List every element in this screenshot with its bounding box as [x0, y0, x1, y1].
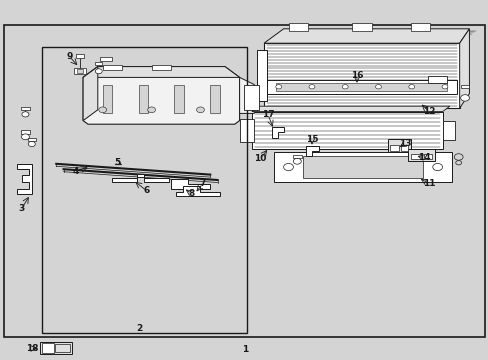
Bar [55, 344, 70, 352]
Bar [40, 342, 72, 354]
Polygon shape [239, 77, 254, 113]
Bar [442, 121, 454, 140]
Bar [389, 145, 398, 151]
Bar [138, 85, 148, 113]
Bar [210, 85, 220, 113]
Bar [400, 145, 407, 151]
Bar [427, 76, 447, 83]
Text: 14: 14 [417, 153, 430, 162]
Text: 17: 17 [261, 110, 274, 119]
Circle shape [293, 158, 301, 164]
Bar [77, 69, 82, 73]
Bar [303, 156, 422, 178]
Bar [292, 155, 301, 158]
Text: 16: 16 [350, 71, 363, 80]
Polygon shape [17, 164, 32, 194]
Text: 13: 13 [398, 139, 410, 148]
Bar [41, 343, 54, 353]
Bar [21, 107, 30, 110]
Circle shape [308, 85, 314, 89]
Polygon shape [251, 106, 449, 112]
Bar [387, 139, 410, 152]
Text: 18: 18 [25, 344, 38, 353]
Bar [423, 154, 431, 159]
Text: 10: 10 [254, 154, 266, 163]
Bar [407, 149, 434, 161]
Circle shape [275, 85, 281, 89]
Text: 15: 15 [305, 135, 318, 144]
Bar [100, 57, 112, 61]
Bar [74, 68, 85, 74]
Text: 8: 8 [188, 189, 194, 198]
Text: 12: 12 [422, 107, 435, 116]
Text: 7: 7 [199, 179, 206, 188]
Bar [288, 23, 307, 31]
Text: 3: 3 [19, 204, 24, 213]
Text: 9: 9 [66, 52, 73, 61]
Circle shape [342, 85, 347, 89]
Bar [28, 138, 36, 141]
Bar [102, 65, 122, 70]
Bar [251, 112, 442, 149]
Bar [266, 80, 456, 94]
Polygon shape [83, 67, 239, 124]
Bar [276, 83, 447, 91]
Circle shape [22, 112, 29, 117]
Bar [41, 47, 246, 333]
Bar [95, 62, 102, 65]
Bar [102, 85, 112, 113]
Text: 11: 11 [422, 179, 435, 188]
Polygon shape [83, 67, 98, 121]
Polygon shape [83, 67, 239, 77]
Circle shape [28, 141, 35, 147]
Polygon shape [305, 146, 318, 156]
Bar [273, 152, 451, 182]
Bar [264, 43, 459, 108]
Polygon shape [112, 174, 168, 182]
Polygon shape [176, 186, 220, 196]
Polygon shape [171, 179, 210, 189]
Bar [239, 119, 254, 142]
Circle shape [432, 163, 442, 171]
Bar [151, 65, 171, 70]
Circle shape [21, 134, 29, 140]
Text: 5: 5 [114, 158, 120, 167]
Bar [4, 25, 484, 337]
Polygon shape [264, 29, 468, 43]
Bar [410, 23, 429, 31]
Circle shape [408, 85, 414, 89]
Text: 1: 1 [242, 345, 248, 354]
Circle shape [283, 163, 293, 171]
Circle shape [441, 85, 447, 89]
Circle shape [375, 85, 381, 89]
Bar [410, 154, 421, 159]
Bar [460, 85, 468, 88]
Bar [351, 23, 371, 31]
Bar [256, 50, 266, 101]
Circle shape [196, 107, 204, 113]
Circle shape [453, 154, 462, 160]
Bar [174, 85, 184, 113]
Circle shape [460, 95, 468, 101]
Text: 4: 4 [72, 166, 79, 175]
Text: 6: 6 [143, 186, 149, 195]
Bar [244, 85, 259, 110]
Polygon shape [459, 29, 468, 108]
Polygon shape [271, 127, 283, 138]
Circle shape [147, 107, 155, 113]
Text: 2: 2 [136, 324, 142, 333]
Bar [76, 54, 83, 58]
Bar [21, 130, 30, 134]
Circle shape [99, 107, 106, 113]
Circle shape [455, 161, 461, 165]
Circle shape [95, 69, 102, 74]
